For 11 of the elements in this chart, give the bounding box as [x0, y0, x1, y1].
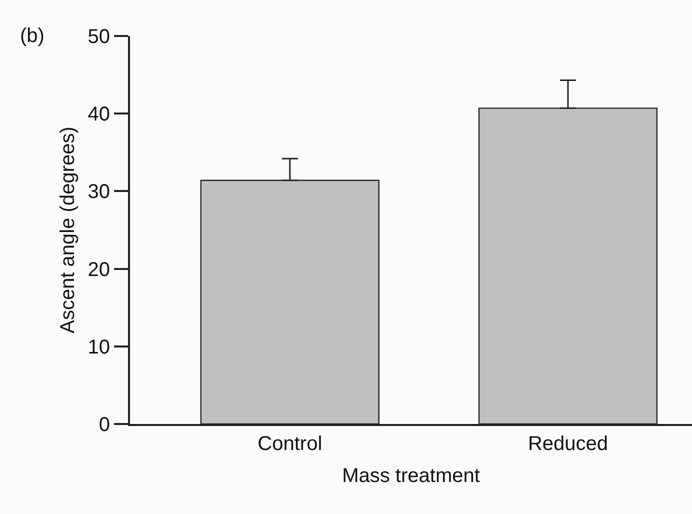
x-axis-title: Mass treatment — [342, 465, 480, 487]
x-tick-label: Control — [258, 433, 322, 455]
y-tick-label: 30 — [88, 181, 110, 204]
y-tick-label: 50 — [88, 26, 110, 48]
y-tick-label: 20 — [88, 258, 110, 281]
x-tick-label: Reduced — [528, 433, 608, 455]
y-tick-label: 0 — [98, 414, 110, 436]
y-tick-label: 10 — [88, 336, 110, 358]
y-tick-label: 40 — [88, 104, 110, 126]
text: (b) — [20, 25, 44, 47]
y-axis-title: Ascent angle (degrees) — [56, 126, 79, 334]
